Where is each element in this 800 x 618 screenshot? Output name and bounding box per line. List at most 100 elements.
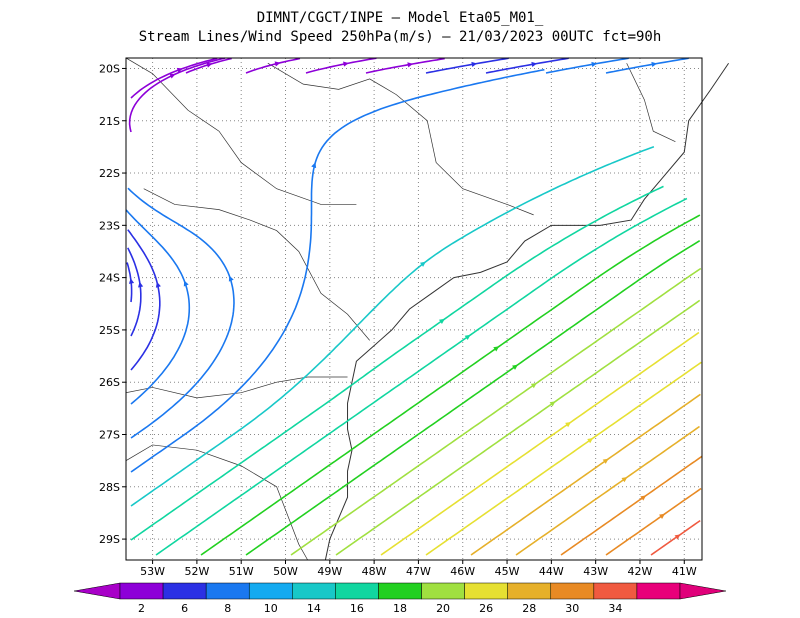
streamline: [245, 57, 301, 74]
state-border: [125, 444, 308, 561]
streamline-arrow: [512, 364, 518, 370]
streamline: [605, 487, 702, 556]
longitude-labels: 53W 52W 51W 50W 49W 48W 47W 46W 45W 44W 43W 42W 41W: [140, 560, 697, 578]
colorbar-segment: [119, 582, 164, 600]
colorbar-segment: [248, 582, 293, 600]
streamline-arrow: [530, 382, 537, 389]
map-frame: [125, 57, 703, 561]
colorbar-left-arrow: [73, 582, 121, 600]
streamline-arrow: [228, 275, 234, 282]
lat-tick-label: 23S: [99, 219, 120, 232]
state-border: [267, 62, 534, 216]
map-title-line1: DIMNT/CGCT/INPE – Model Eta05_M01_: [256, 10, 544, 26]
lon-tick-label: 48W: [362, 565, 387, 578]
lat-tick-label: 26S: [99, 376, 120, 389]
state-border: [143, 188, 370, 341]
streamline: [545, 57, 629, 74]
lon-tick-label: 52W: [184, 565, 209, 578]
streamline: [290, 267, 702, 556]
streamline: [605, 57, 689, 74]
streamline: [335, 299, 701, 556]
colorbar-segment: [421, 582, 465, 600]
lon-tick-label: 47W: [406, 565, 431, 578]
streamline: [560, 455, 703, 556]
lon-tick-label: 43W: [583, 565, 608, 578]
streamline-arrow: [206, 62, 213, 68]
streamline-arrow: [602, 458, 609, 464]
streamline-arrow: [169, 73, 176, 79]
map-title-line2: Stream Lines/Wind Speed 250hPa(m/s) – 21…: [138, 29, 662, 45]
streamline-arrow: [343, 61, 349, 67]
lat-tick-label: 27S: [99, 429, 120, 442]
colorbar-segment: [205, 582, 250, 600]
wind-speed-colorbar: 2 6 8 10 14 16 18 20 26 28 30 34: [73, 582, 727, 615]
colorbar-label: 16: [350, 602, 364, 615]
colorbar-label: 18: [393, 602, 407, 615]
streamline: [125, 209, 191, 405]
streamline-arrow: [549, 401, 556, 407]
colorbar-label: 6: [181, 602, 188, 615]
lon-tick-label: 45W: [495, 565, 520, 578]
colorbar-label: 30: [565, 602, 579, 615]
lon-tick-label: 41W: [672, 565, 697, 578]
colorbar-label: 34: [608, 602, 622, 615]
streamline-arrow: [493, 346, 500, 352]
streamline: [425, 57, 509, 74]
coastline-line: [324, 62, 729, 561]
lon-tick-label: 46W: [450, 565, 475, 578]
streamline-arrow: [659, 513, 665, 519]
lat-tick-label: 29S: [99, 533, 120, 546]
streamline: [200, 214, 701, 556]
streamline: [380, 331, 700, 556]
streamline-arrow: [155, 281, 161, 288]
graticule-grid: [126, 58, 702, 560]
streamline-arrow: [464, 334, 471, 341]
streamline: [650, 519, 701, 556]
lon-tick-label: 53W: [140, 565, 165, 578]
streamlines: [125, 57, 703, 556]
colorbar-right-arrow: [679, 582, 727, 600]
lon-tick-label: 51W: [229, 565, 254, 578]
lat-tick-label: 28S: [99, 481, 120, 494]
colorbar-label: 28: [522, 602, 536, 615]
lon-tick-label: 50W: [273, 565, 298, 578]
streamline-arrow: [274, 61, 281, 67]
streamline-arrow: [471, 61, 478, 68]
colorbar-segment: [292, 582, 336, 600]
streamline-arrow: [183, 280, 189, 287]
colorbar-label: 8: [224, 602, 231, 615]
streamline: [130, 145, 655, 507]
streamline-arrow: [438, 318, 445, 325]
streamline-arrow: [311, 162, 317, 169]
streamline-arrow: [674, 534, 681, 540]
latitude-labels: 20S 21S 22S 23S 24S 25S 26S 27S 28S 29S: [99, 62, 126, 546]
streamline: [155, 197, 688, 556]
streamline: [425, 361, 702, 556]
colorbar-label: 10: [264, 602, 278, 615]
colorbar-label: 2: [138, 602, 145, 615]
streamline: [130, 185, 664, 541]
colorbar-segment: [507, 582, 552, 600]
streamline-arrow: [176, 67, 183, 73]
streamline-arrow: [565, 421, 572, 428]
streamline-arrow: [640, 495, 647, 501]
lat-tick-label: 24S: [99, 272, 120, 285]
colorbar-segment: [593, 582, 638, 600]
streamline-arrow: [128, 278, 135, 284]
streamline: [130, 57, 218, 99]
colorbar-segment: [464, 582, 508, 600]
colorbar-segment: [550, 582, 595, 600]
streamline: [305, 57, 377, 74]
streamline-arrow: [407, 62, 414, 68]
streamline-arrow: [651, 61, 658, 68]
streamline: [515, 425, 700, 556]
streamline-arrow: [138, 281, 144, 288]
streamline: [127, 229, 161, 371]
lat-tick-label: 20S: [99, 62, 120, 75]
lon-tick-label: 49W: [317, 565, 342, 578]
lat-tick-label: 22S: [99, 167, 120, 180]
colorbar-segment: [378, 582, 422, 600]
streamline: [127, 187, 235, 439]
streamline: [470, 393, 701, 556]
